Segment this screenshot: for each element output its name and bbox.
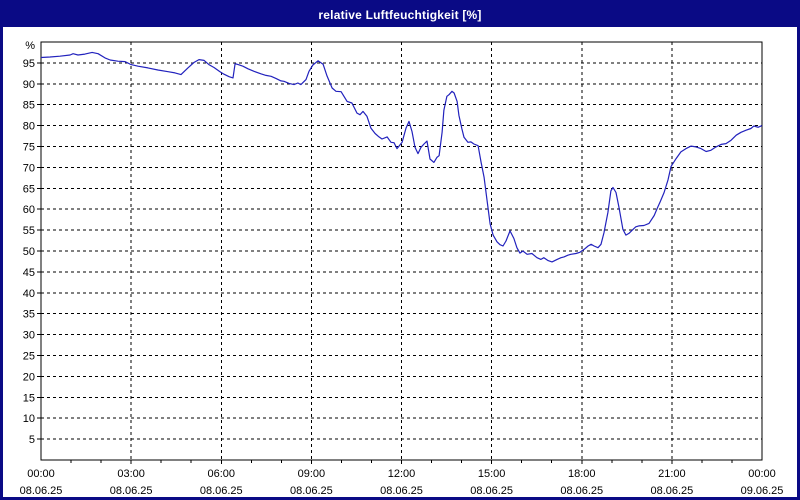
y-axis-label: 60 bbox=[23, 204, 35, 216]
chart-area: 5 10 15 20 25 30 35 40 45 50 55 60 65 70 75 80 85 90 95% 00… bbox=[3, 27, 797, 497]
y-axis-label: 50 bbox=[23, 246, 35, 258]
y-axis-label: 90 bbox=[23, 79, 35, 91]
x-axis-date-label: 08.06.25 bbox=[650, 485, 693, 497]
x-axis-time-label: 00:00 bbox=[748, 468, 776, 480]
humidity-line bbox=[40, 51, 763, 263]
x-axis-time-label: 03:00 bbox=[117, 468, 145, 480]
y-axis-label: 65 bbox=[23, 183, 35, 195]
x-axis-time-label: 06:00 bbox=[207, 468, 235, 480]
y-axis-label: 45 bbox=[23, 267, 35, 279]
window-title: relative Luftfeuchtigkeit [%] bbox=[318, 8, 482, 22]
x-axis-time-label: 15:00 bbox=[478, 468, 506, 480]
x-axis-date-label: 08.06.25 bbox=[380, 485, 423, 497]
x-axis-date-label: 08.06.25 bbox=[290, 485, 333, 497]
y-axis-label: 80 bbox=[23, 121, 35, 133]
y-axis-unit-label: % bbox=[25, 40, 35, 52]
y-axis-label: 5 bbox=[29, 434, 35, 446]
x-axis-time-label: 09:00 bbox=[298, 468, 326, 480]
x-axis-time-label: 12:00 bbox=[388, 468, 416, 480]
humidity-chart: 5 10 15 20 25 30 35 40 45 50 55 60 65 70 75 80 85 90 95% 00… bbox=[20, 40, 784, 497]
x-axis-date-label: 08.06.25 bbox=[20, 485, 63, 497]
y-axis-label: 40 bbox=[23, 288, 35, 300]
y-axis-label: 30 bbox=[23, 330, 35, 342]
y-axis-label: 20 bbox=[23, 371, 35, 383]
x-axis-date-label: 08.06.25 bbox=[470, 485, 513, 497]
y-axis-label: 15 bbox=[23, 392, 35, 404]
x-axis-time-label: 21:00 bbox=[658, 468, 686, 480]
x-axis-time-label: 00:00 bbox=[27, 468, 55, 480]
y-axis-label: 95 bbox=[23, 58, 35, 70]
title-bar: relative Luftfeuchtigkeit [%] bbox=[3, 3, 797, 27]
x-axis-date-label: 08.06.25 bbox=[560, 485, 603, 497]
plot-frame bbox=[40, 41, 763, 461]
y-axis-label: 85 bbox=[23, 100, 35, 112]
y-axis-label: 35 bbox=[23, 309, 35, 321]
y-axis-label: 25 bbox=[23, 351, 35, 363]
x-axis-time-label: 18:00 bbox=[568, 468, 596, 480]
y-axis-label: 55 bbox=[23, 225, 35, 237]
x-axis-date-label: 09.06.25 bbox=[741, 485, 784, 497]
x-axis-date-label: 08.06.25 bbox=[200, 485, 243, 497]
y-axis-label: 10 bbox=[23, 413, 35, 425]
y-axis-label: 75 bbox=[23, 142, 35, 154]
x-axis-date-label: 08.06.25 bbox=[110, 485, 153, 497]
y-axis-label: 70 bbox=[23, 162, 35, 174]
